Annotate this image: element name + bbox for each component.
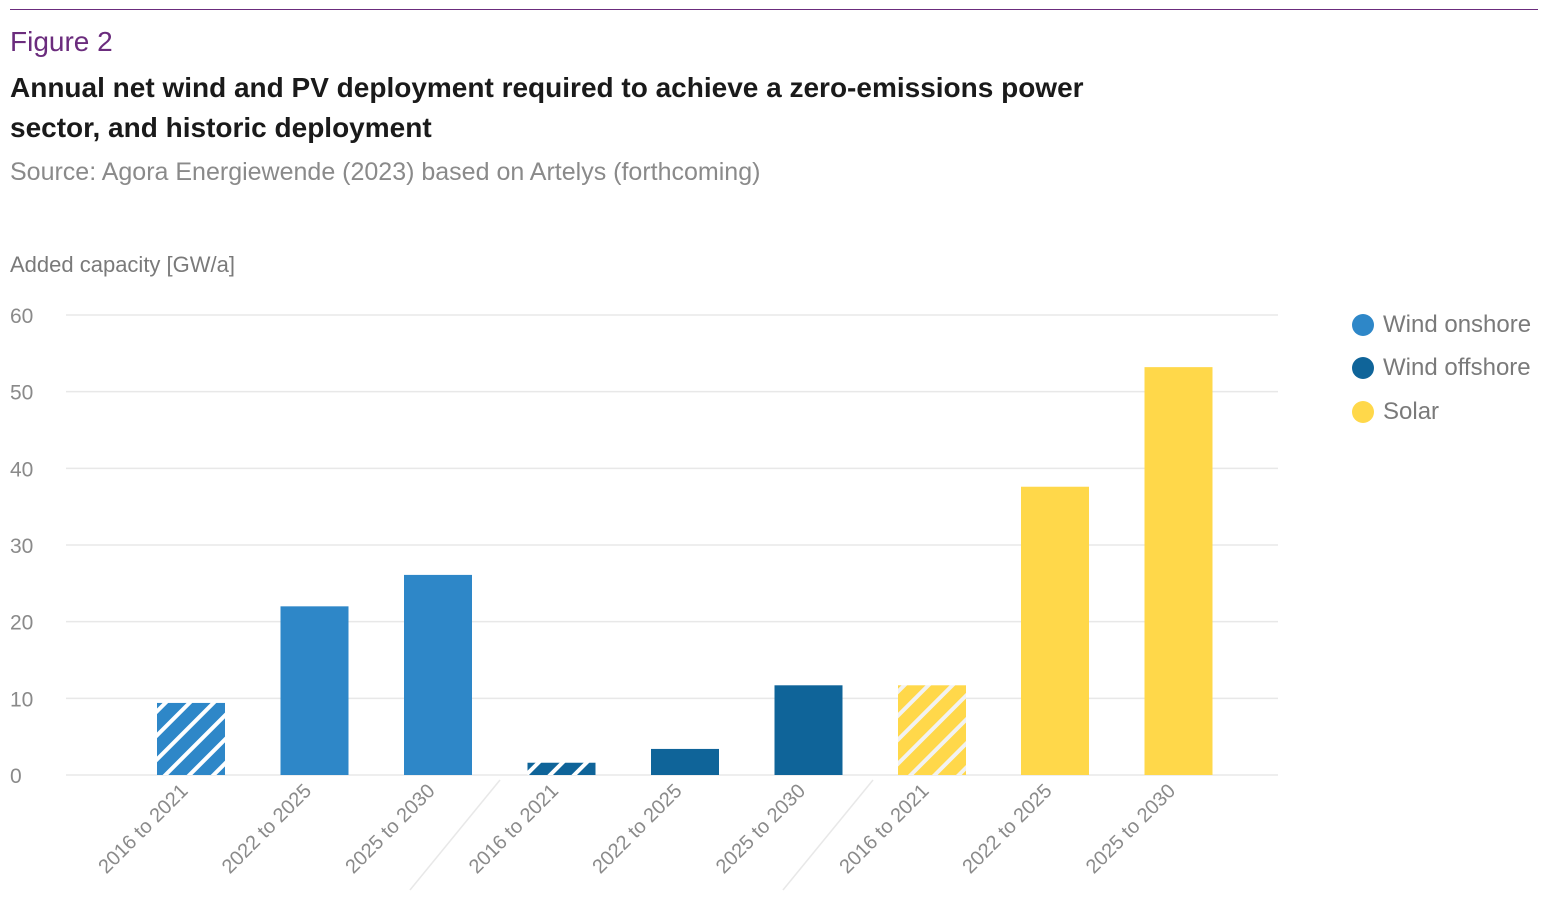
chart-source: Source: Agora Energiewende (2023) based … (10, 158, 761, 186)
y-tick-label: 0 (10, 765, 22, 788)
bar-wind-offshore-historic (527, 762, 596, 775)
legend-label: Wind offshore (1383, 354, 1531, 382)
top-rule (10, 9, 1538, 10)
x-tick-label: 2025 to 2030 (1082, 780, 1180, 878)
x-tick-label: 2016 to 2021 (94, 780, 192, 878)
y-tick-label: 60 (10, 305, 33, 328)
legend-swatch-wind-onshore (1352, 313, 1374, 336)
bar-wind-onshore (280, 606, 349, 775)
bar-wind-onshore (404, 574, 472, 775)
legend-item-solar: Solar (1352, 390, 1531, 434)
x-tick-label: 2022 to 2025 (218, 780, 316, 878)
y-tick-label: 10 (10, 688, 33, 711)
legend-item-wind-onshore: Wind onshore (1352, 303, 1531, 347)
bar-solar (1144, 367, 1213, 775)
legend-label: Solar (1383, 397, 1440, 425)
y-tick-label: 30 (10, 535, 33, 558)
x-tick-label: 2016 to 2021 (465, 780, 563, 878)
x-tick-label: 2025 to 2030 (341, 780, 439, 878)
legend: Wind onshore Wind offshore Solar (1352, 303, 1531, 434)
group-separator (782, 779, 874, 891)
bar-solar-historic (898, 685, 966, 775)
group-separator (409, 779, 501, 891)
bar-wind-offshore (651, 748, 719, 775)
y-tick-label: 40 (10, 458, 33, 481)
legend-swatch-solar (1352, 400, 1374, 423)
y-tick-label: 50 (10, 382, 33, 405)
x-tick-label: 2016 to 2021 (835, 780, 933, 878)
x-tick-label: 2025 to 2030 (712, 780, 810, 878)
bar-wind-onshore-historic (157, 702, 225, 775)
bar-wind-offshore (774, 685, 843, 775)
x-tick-label: 2022 to 2025 (958, 780, 1056, 878)
y-axis-label: Added capacity [GW/a] (10, 252, 235, 277)
y-tick-label: 20 (10, 612, 33, 635)
legend-swatch-wind-offshore (1352, 357, 1374, 380)
bars (157, 367, 1213, 775)
legend-label: Wind onshore (1383, 310, 1532, 338)
chart-title: Annual net wind and PV deployment requir… (10, 72, 1084, 143)
legend-item-wind-offshore: Wind offshore (1352, 347, 1531, 391)
bar-solar (1021, 486, 1089, 775)
figure-label: Figure 2 (10, 26, 113, 57)
x-tick-label: 2022 to 2025 (588, 780, 686, 878)
